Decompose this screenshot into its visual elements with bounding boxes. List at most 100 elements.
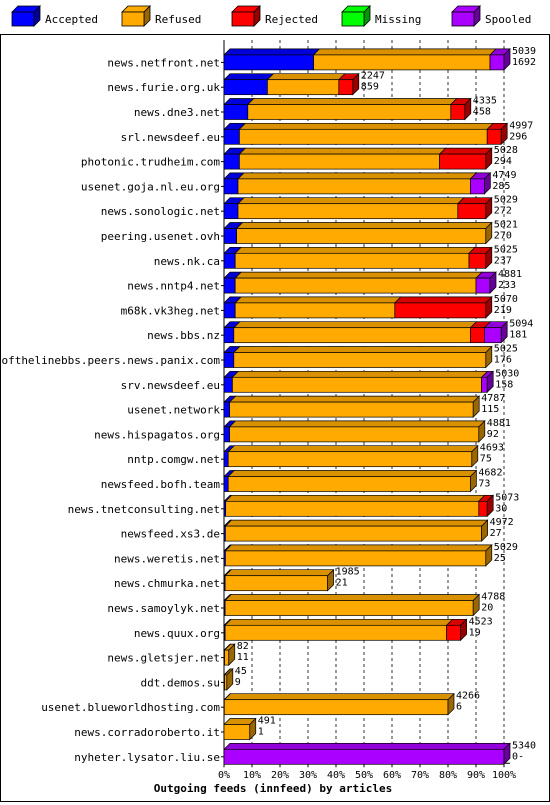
host-label: nyheter.lysator.liu.se [74,751,220,764]
host-label: endofthelinebbs.peers.news.panix.com [0,354,220,367]
x-tick-label: 0% [218,770,230,781]
host-label: usenet.blueworldhosting.com [41,701,220,714]
host-label: newsfeed.xs3.de [121,528,220,541]
host-label: news.nntp4.net [127,280,220,293]
bar-segment-refused [266,73,346,96]
total-label: 5070 [494,294,518,305]
accepted-label: 270 [494,231,512,242]
bar-row: ddt.demos.su 459 [141,666,247,691]
bar-segment-refused [223,668,234,691]
bar-segment-spooled [223,742,511,766]
host-label: srl.newsdeef.eu [121,131,220,144]
bar-segment-accepted [223,73,275,96]
bar-segment-accepted [223,271,243,294]
legend-item-rejected: Rejected [231,5,318,27]
bar-segment-refused [227,444,479,468]
accepted-label: 25 [494,553,506,564]
legend-label: Refused [155,13,201,26]
bar-segment-refused [231,370,489,393]
host-label: news.corradoroberto.it [74,726,220,739]
bar-segment-accepted [223,197,245,220]
total-label: 4881 [498,269,522,280]
bar-segment-refused [223,717,257,741]
accepted-label: 294 [494,156,512,167]
legend-swatch [451,11,475,27]
bar-segment-refused [228,420,486,443]
bar-segment-rejected [438,147,493,170]
accepted-label: 75 [480,454,492,465]
host-label: newsfeed.bofh.team [101,478,221,491]
bar-segment-rejected [449,97,472,121]
accepted-label: 27 [490,528,502,539]
host-label: m68k.vk3heg.net [121,304,220,317]
legend-label: Rejected [265,13,318,26]
total-label: 4749 [492,170,516,181]
legend-item-spooled: Spooled [451,5,531,27]
host-label: news.sonologic.net [101,205,220,218]
bar-segment-refused [234,296,402,319]
bar-segment-rejected [393,296,493,319]
legend-item-missing: Missing [341,5,421,27]
legend-label: Missing [375,13,421,26]
bar-segment-accepted [223,147,247,170]
x-tick-label: 70% [411,770,429,781]
accepted-label: 219 [494,305,512,316]
bar-segment-refused [234,246,476,269]
bar-segment-rejected [445,618,468,642]
x-tick-label: 80% [439,770,457,781]
host-label: usenet.network [127,404,220,417]
host-label: news.weretis.net [114,552,220,565]
x-tick-label: 10% [243,770,261,781]
total-label: 1985 [336,567,360,578]
accepted-label: 73 [478,479,490,490]
host-label: news.furie.org.uk [107,81,220,94]
x-tick-label: 40% [327,770,345,781]
total-label: 45 [235,666,247,677]
host-label: news.chmurka.net [114,577,220,590]
host-label: news.hispagatos.org [94,428,220,441]
total-label: 4523 [469,616,493,627]
bar-segment-refused [246,98,458,120]
total-label: 5025 [494,344,518,355]
bar-segment-refused [223,643,236,666]
host-label: nntp.comgw.net [127,453,220,466]
total-label: 4682 [478,468,502,479]
accepted-label: 6 [456,702,462,713]
bar-segment-rejected [469,321,492,344]
total-label: 4972 [490,517,514,528]
legend-item-refused: Refused [121,5,201,27]
bar-segment-spooled [489,48,511,71]
accepted-label: 458 [473,107,491,118]
bar-segment-refused [238,122,495,145]
bar-segment-refused [224,544,493,567]
bar-segment-refused [312,48,497,71]
total-label: 5340 [512,740,536,751]
bar-segment-refused [223,692,455,716]
host-label: news.dne3.net [134,106,220,119]
bar-segment-refused [238,147,447,170]
legend-label: Accepted [45,13,98,26]
legend-swatch [231,11,255,27]
legend-swatch [121,11,145,27]
bar-segment-refused [227,469,478,493]
host-label: usenet.goja.nl.eu.org [81,180,220,193]
total-label: 4266 [456,691,480,702]
host-label: srv.newsdeef.eu [121,379,220,392]
accepted-label: 92 [487,429,499,440]
legend-item-accepted: Accepted [11,5,98,27]
